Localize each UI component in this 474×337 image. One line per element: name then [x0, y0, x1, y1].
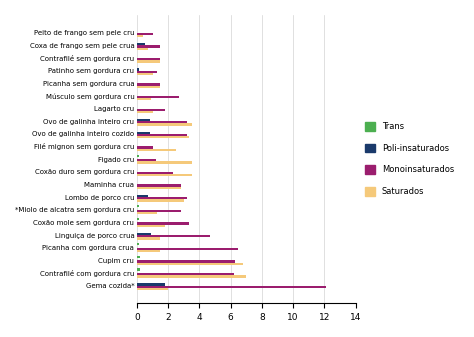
Bar	[137, 200, 184, 202]
Bar	[137, 260, 236, 263]
Bar	[137, 187, 181, 189]
Bar	[137, 35, 143, 37]
Bar	[137, 197, 187, 200]
Bar	[137, 263, 243, 265]
Bar	[137, 33, 153, 35]
Bar	[137, 155, 138, 157]
Bar	[137, 218, 138, 220]
Bar	[137, 210, 181, 212]
Bar	[137, 45, 160, 48]
Bar	[137, 288, 168, 290]
Bar	[137, 174, 191, 176]
Legend: Trans, Poli-insaturados, Monoinsaturados, Saturados: Trans, Poli-insaturados, Monoinsaturados…	[362, 119, 457, 200]
Bar	[137, 109, 165, 111]
Bar	[137, 225, 165, 227]
Bar	[137, 83, 160, 86]
Bar	[137, 256, 140, 258]
Bar	[137, 205, 138, 208]
Bar	[137, 58, 160, 60]
Bar	[137, 60, 160, 62]
Bar	[137, 123, 191, 126]
Bar	[137, 68, 138, 70]
Bar	[137, 243, 138, 245]
Bar	[137, 73, 153, 75]
Bar	[137, 96, 179, 98]
Bar	[137, 119, 149, 121]
Bar	[137, 172, 173, 174]
Bar	[137, 149, 176, 151]
Bar	[137, 134, 187, 136]
Bar	[137, 184, 181, 187]
Bar	[137, 248, 238, 250]
Bar	[137, 48, 148, 50]
Bar	[137, 161, 191, 164]
Bar	[137, 147, 153, 149]
Bar	[137, 222, 189, 225]
Bar	[137, 283, 165, 286]
Bar	[137, 195, 148, 197]
Bar	[137, 121, 187, 123]
Bar	[137, 111, 153, 113]
Bar	[137, 212, 157, 214]
Bar	[137, 70, 157, 73]
Bar	[137, 275, 246, 278]
Bar	[137, 86, 160, 88]
Bar	[137, 268, 140, 271]
Bar	[137, 286, 326, 288]
Bar	[137, 43, 145, 45]
Bar	[137, 233, 151, 235]
Bar	[137, 131, 149, 134]
Bar	[137, 159, 156, 161]
Bar	[137, 237, 160, 240]
Bar	[137, 235, 210, 237]
Bar	[137, 273, 234, 275]
Bar	[137, 250, 160, 252]
Bar	[137, 136, 189, 139]
Bar	[137, 98, 151, 100]
